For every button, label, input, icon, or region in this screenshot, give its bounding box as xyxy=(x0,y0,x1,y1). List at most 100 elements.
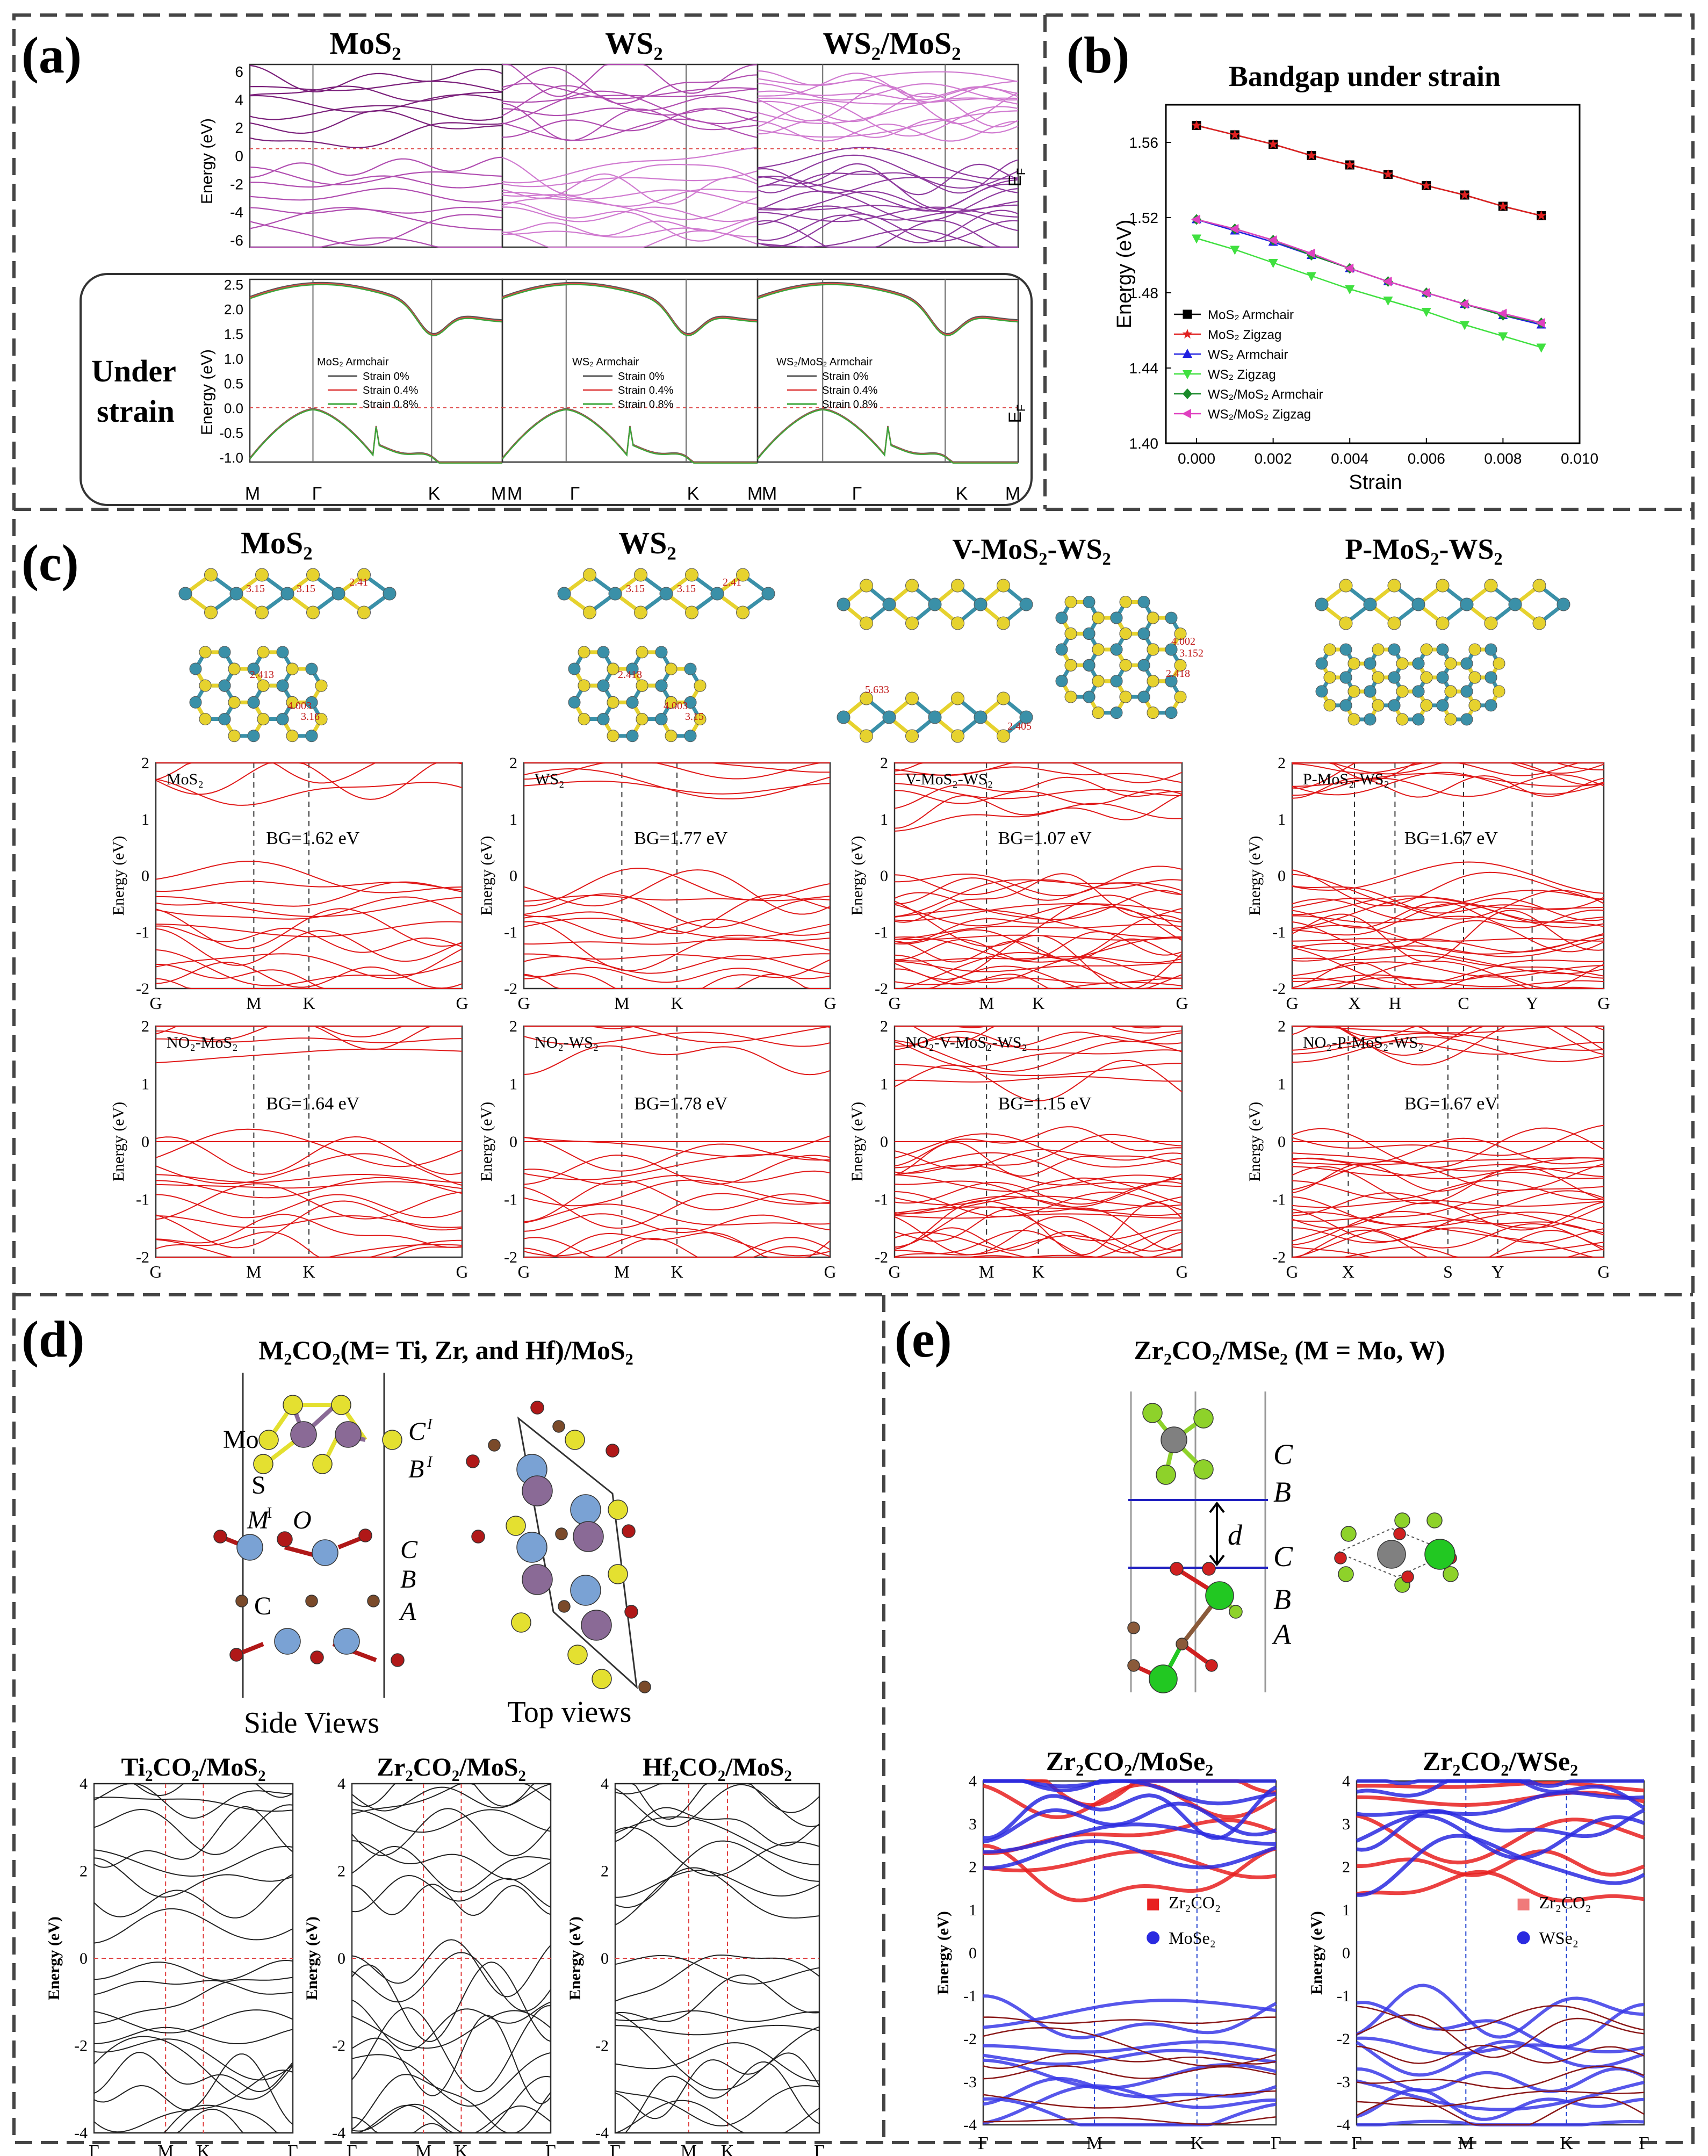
a-bottom-axes: 2.5 2.0 1.5 1.0 0.5 0.0 -0.5 -1.0 xyxy=(219,277,1019,466)
band-line xyxy=(757,86,1019,101)
atom xyxy=(1436,579,1450,593)
atom xyxy=(1493,685,1505,698)
band-line xyxy=(523,1169,831,1185)
e-plot-title: Zr₂CO₂/MoSe₂ xyxy=(1046,1746,1214,1776)
band-line xyxy=(523,781,831,795)
atom xyxy=(1420,643,1433,656)
band-line xyxy=(502,170,758,188)
atom xyxy=(199,646,212,659)
atom xyxy=(286,662,299,675)
atom xyxy=(1147,643,1159,656)
atom xyxy=(1127,1659,1140,1672)
atom xyxy=(1165,675,1178,688)
panel-a-label: (a) xyxy=(21,26,82,84)
d-ytick: -2 xyxy=(74,2037,88,2055)
b-ytick-label: 1.48 xyxy=(1129,285,1159,301)
band-line xyxy=(155,921,463,938)
band-line xyxy=(94,1783,293,1798)
band-line xyxy=(93,1874,293,1919)
band-line xyxy=(894,1235,1182,1258)
atom xyxy=(1339,671,1352,684)
band-line xyxy=(1292,962,1604,989)
d-atom-mo: Mo xyxy=(223,1425,259,1454)
ef-label-top: EF xyxy=(1005,168,1028,187)
e-kpoint: Γ xyxy=(1271,2133,1281,2153)
d-kpoint: K xyxy=(197,2141,210,2156)
atom xyxy=(277,1531,293,1547)
band-line xyxy=(155,1136,463,1175)
c-kpoint: G xyxy=(1286,993,1298,1013)
atom xyxy=(204,568,218,582)
band-line xyxy=(502,218,758,236)
c-ylabel: Energy (eV) xyxy=(1246,836,1264,916)
band-line xyxy=(983,2116,1277,2125)
c-ytick: 2 xyxy=(880,754,888,772)
a-legend-item: Strain 0.4% xyxy=(822,385,878,396)
strain-band-valence xyxy=(249,408,502,464)
band-line xyxy=(894,874,1183,896)
d-ytick: 0 xyxy=(601,1950,609,1967)
b-point xyxy=(1230,246,1240,255)
atom xyxy=(383,587,397,601)
e-ytick: 4 xyxy=(969,1772,977,1790)
band-line xyxy=(894,1216,1183,1256)
panel-a: Under strain MoS₂ WS₂ WS₂/MoS₂ 6 4 2 0 -2 -4 -… xyxy=(80,26,1033,506)
atom xyxy=(1193,1459,1214,1480)
c-bg-label: BG=1.67 eV xyxy=(1404,828,1498,848)
atom xyxy=(1083,627,1096,640)
atom xyxy=(860,691,873,705)
band-line xyxy=(523,893,831,928)
a-ylabel-bottom: Energy (eV) xyxy=(198,349,216,435)
band-line xyxy=(155,1177,463,1199)
atom xyxy=(305,1595,318,1607)
b-point xyxy=(1268,259,1278,268)
atom xyxy=(1315,685,1328,698)
c-bg-label: BG=1.78 eV xyxy=(634,1094,727,1114)
atom xyxy=(951,579,964,593)
atom xyxy=(622,1524,636,1538)
atom xyxy=(684,730,697,742)
band-line xyxy=(894,1030,1183,1051)
a-bottom-ytick: -1.0 xyxy=(219,450,243,466)
e-ytick: -1 xyxy=(963,1987,977,2005)
atom xyxy=(1092,706,1105,719)
atom xyxy=(997,579,1010,593)
c-kpoint: G xyxy=(1597,1262,1610,1281)
c-bg-label: BG=1.15 eV xyxy=(998,1094,1092,1114)
d-atom-s: S xyxy=(251,1471,266,1499)
under-strain-frame xyxy=(80,273,1033,506)
c-kpoint: M xyxy=(246,993,261,1013)
a-k1-1: Γ xyxy=(312,484,322,504)
atom xyxy=(1412,685,1425,698)
band-line xyxy=(894,934,1183,941)
atom xyxy=(634,605,647,619)
band-line xyxy=(351,1999,551,2051)
b-legend: MoS₂ Armchair MoS₂ Zigzag WS₂ Armchair WS₂ … xyxy=(1174,308,1323,422)
atom xyxy=(1083,690,1096,703)
atom xyxy=(1388,643,1401,656)
c-ytick: -2 xyxy=(504,980,517,998)
a-legend-item: Strain 0% xyxy=(363,371,409,383)
band-line xyxy=(894,776,1183,809)
atom xyxy=(1377,1540,1406,1569)
atom xyxy=(1372,699,1385,712)
atom xyxy=(1092,611,1105,624)
atom xyxy=(608,587,622,601)
band-line xyxy=(155,928,463,966)
band-line xyxy=(1292,925,1604,955)
atom xyxy=(568,696,581,709)
atom xyxy=(255,568,269,582)
atom xyxy=(1193,1408,1214,1429)
a-top-ytick: 4 xyxy=(235,91,243,108)
e-ytick: -4 xyxy=(1337,2116,1350,2134)
atom xyxy=(1064,627,1077,640)
strain-band-valence xyxy=(502,408,758,463)
b-point xyxy=(1382,277,1392,286)
atom xyxy=(1202,1562,1216,1576)
band-line xyxy=(155,881,463,907)
band-line xyxy=(894,961,1183,972)
c-ytick: 0 xyxy=(880,867,888,885)
atom xyxy=(1205,1581,1234,1610)
band-line xyxy=(894,1032,1183,1048)
